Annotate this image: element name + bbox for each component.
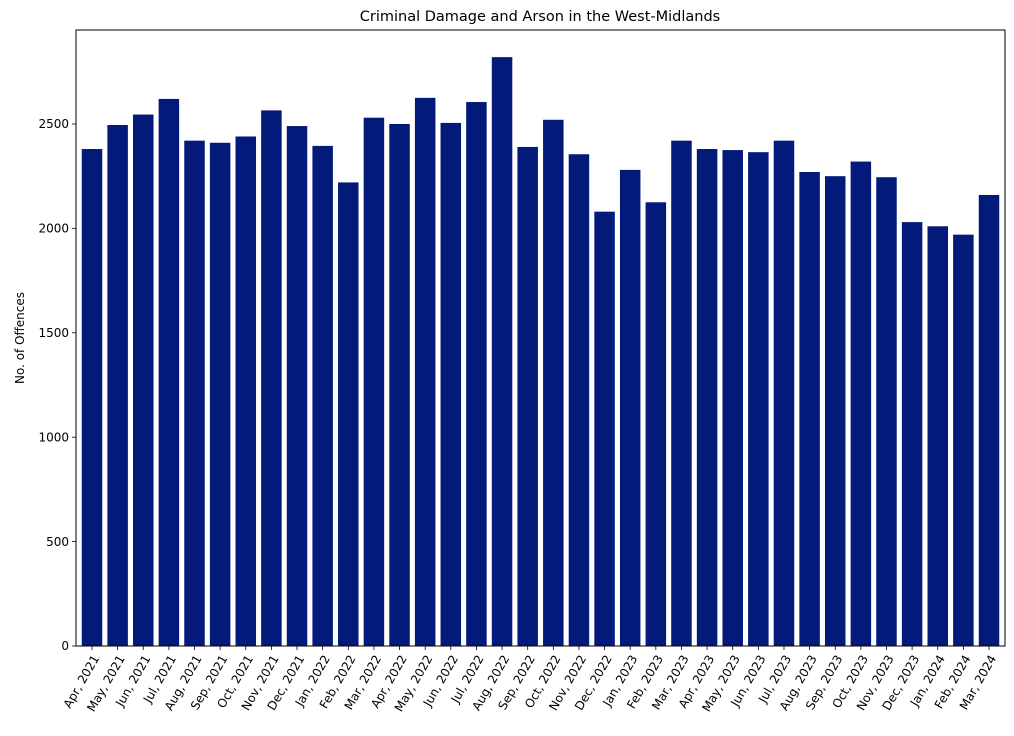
- y-tick-label: 1500: [38, 326, 69, 340]
- bar: [850, 161, 872, 647]
- bar: [517, 146, 538, 646]
- bar: [338, 182, 359, 646]
- bars-group: [81, 57, 1000, 647]
- bar: [773, 140, 795, 647]
- bar: [619, 169, 641, 646]
- bar: [286, 126, 308, 647]
- bar: [235, 136, 257, 647]
- bar: [491, 57, 513, 646]
- bar: [466, 102, 487, 647]
- y-tick-label: 500: [46, 535, 69, 549]
- bar: [696, 149, 718, 646]
- bar: [184, 140, 205, 647]
- y-tick-label: 2500: [38, 117, 69, 131]
- bar: [261, 110, 282, 646]
- bar: [568, 154, 590, 647]
- bar: [876, 177, 897, 646]
- bar: [440, 122, 462, 647]
- y-tick-label: 0: [61, 639, 69, 653]
- y-tick-label: 1000: [38, 430, 69, 444]
- bar: [824, 176, 846, 647]
- y-axis-label: No. of Offences: [13, 292, 27, 384]
- bar: [722, 150, 743, 646]
- bar: [748, 152, 769, 646]
- bar: [107, 125, 128, 646]
- bar: [645, 202, 667, 646]
- bar: [594, 211, 615, 647]
- bar: [671, 140, 692, 647]
- y-axis: 0 500 1000 1500 2000 2500: [38, 117, 76, 653]
- bar: [901, 222, 923, 647]
- bar: [312, 145, 333, 646]
- bar: [799, 171, 820, 647]
- bar: [133, 114, 154, 646]
- bar: [927, 226, 948, 646]
- bar: [81, 149, 103, 646]
- bar: [953, 234, 974, 646]
- bar: [414, 97, 436, 647]
- bar: [978, 194, 1000, 646]
- plot-frame: [75, 29, 1006, 647]
- y-tick-label: 2000: [38, 222, 69, 236]
- bar: [389, 123, 410, 647]
- bar: [363, 117, 385, 646]
- bar: [543, 119, 564, 647]
- bar: [209, 142, 231, 646]
- bar: [158, 98, 180, 646]
- chart-title: Criminal Damage and Arson in the West-Mi…: [360, 9, 721, 25]
